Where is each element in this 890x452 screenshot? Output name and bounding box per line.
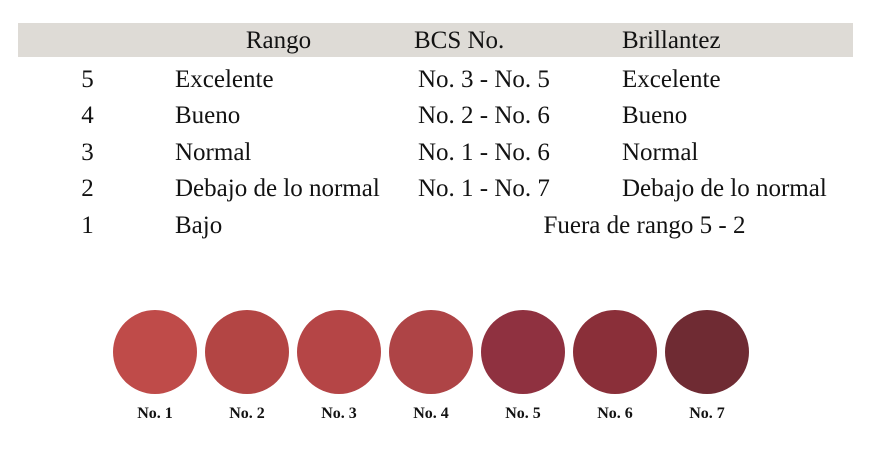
rango-value: Excelente xyxy=(175,65,274,93)
table-header-row: Rango BCS No. Brillantez xyxy=(18,23,853,57)
color-circle xyxy=(665,310,749,394)
brillantez-value: Excelente xyxy=(622,65,721,93)
out-of-range-note: Fuera de rango 5 - 2 xyxy=(543,211,746,239)
swatch-label: No. 4 xyxy=(413,405,449,422)
swatch-label: No. 3 xyxy=(321,405,357,422)
bcs-range-value: No. 3 - No. 5 xyxy=(418,65,550,93)
swatch-label: No. 2 xyxy=(229,405,265,422)
table-row: 2 Debajo de lo normal No. 1 - No. 7 Deba… xyxy=(18,171,853,208)
color-circle xyxy=(481,310,565,394)
swatch-label: No. 6 xyxy=(597,405,633,422)
rank-value: 2 xyxy=(81,175,94,203)
swatch-label: No. 5 xyxy=(505,405,541,422)
color-swatch: No. 3 xyxy=(297,310,381,423)
header-bcs-no: BCS No. xyxy=(414,26,505,54)
color-circle xyxy=(113,310,197,394)
color-swatch: No. 6 xyxy=(573,310,657,423)
rango-value: Normal xyxy=(175,138,252,166)
rango-value: Debajo de lo normal xyxy=(175,175,380,203)
brillantez-value: Bueno xyxy=(622,102,688,130)
header-brillantez: Brillantez xyxy=(622,26,721,54)
table-row: 5 Excelente No. 3 - No. 5 Excelente xyxy=(18,61,853,98)
bcs-range-value: No. 1 - No. 6 xyxy=(418,138,550,166)
rango-value: Bajo xyxy=(175,211,223,239)
color-circle xyxy=(389,310,473,394)
color-swatch: No. 1 xyxy=(113,310,197,423)
color-scale: No. 1 No. 2 No. 3 No. 4 No. 5 No. 6 No. … xyxy=(113,310,749,423)
bcs-range-value: No. 1 - No. 7 xyxy=(418,175,550,203)
rango-value: Bueno xyxy=(175,102,241,130)
color-swatch: No. 4 xyxy=(389,310,473,423)
brillantez-value: Debajo de lo normal xyxy=(622,175,827,203)
color-swatch: No. 7 xyxy=(665,310,749,423)
brillantez-value: Normal xyxy=(622,138,699,166)
rank-value: 4 xyxy=(81,102,94,130)
table-row: 4 Bueno No. 2 - No. 6 Bueno xyxy=(18,98,853,135)
rank-value: 3 xyxy=(81,138,94,166)
color-circle xyxy=(573,310,657,394)
rank-value: 1 xyxy=(81,211,94,239)
swatch-label: No. 7 xyxy=(689,405,725,422)
color-circle xyxy=(297,310,381,394)
header-rango: Rango xyxy=(245,26,312,54)
rank-value: 5 xyxy=(81,65,94,93)
color-circle xyxy=(205,310,289,394)
grade-table: Rango BCS No. Brillantez 5 Excelente No.… xyxy=(18,23,853,244)
color-swatch: No. 5 xyxy=(481,310,565,423)
table-row-merged: 1 Bajo Fuera de rango 5 - 2 xyxy=(18,207,853,244)
swatch-label: No. 1 xyxy=(137,405,173,422)
color-swatch: No. 2 xyxy=(205,310,289,423)
table-row: 3 Normal No. 1 - No. 6 Normal xyxy=(18,134,853,171)
bcs-range-value: No. 2 - No. 6 xyxy=(418,102,550,130)
